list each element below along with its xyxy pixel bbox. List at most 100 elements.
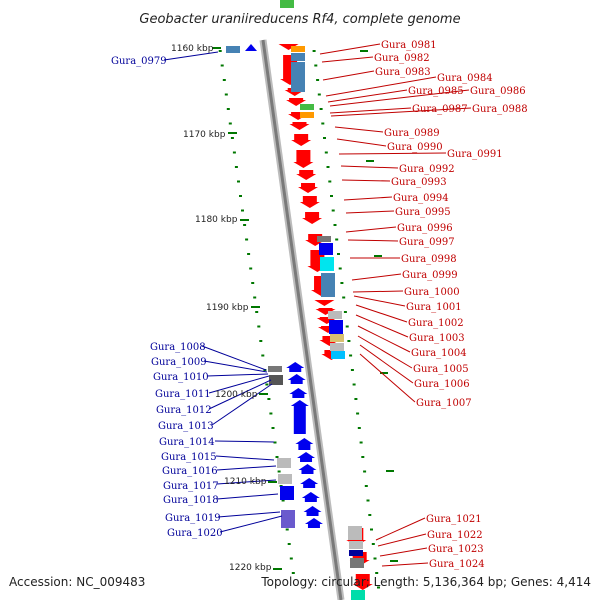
gene-block — [349, 541, 363, 549]
gene-block — [319, 243, 333, 255]
gene-label-gura-0985[interactable]: Gura_0985 — [408, 86, 464, 97]
gene-label-gura-1008[interactable]: Gura_1008 — [150, 342, 206, 353]
gene-label-gura-1007[interactable]: Gura_1007 — [416, 398, 472, 409]
gene-label-gura-1010[interactable]: Gura_1010 — [153, 372, 209, 383]
gene-label-gura-1004[interactable]: Gura_1004 — [411, 348, 467, 359]
gene-label-gura-0992[interactable]: Gura_0992 — [399, 164, 455, 175]
gene-block — [320, 257, 334, 271]
gene-label-gura-0994[interactable]: Gura_0994 — [393, 193, 449, 204]
gene-block — [317, 236, 331, 242]
gene-label-gura-1022[interactable]: Gura_1022 — [427, 530, 483, 541]
gene-label-gura-1012[interactable]: Gura_1012 — [156, 405, 212, 416]
gene-label-gura-1009[interactable]: Gura_1009 — [151, 357, 207, 368]
scale-tick-1170: 1170 kbp — [183, 130, 226, 140]
scale-dot — [321, 122, 325, 125]
gene-label-gura-1020[interactable]: Gura_1020 — [167, 528, 223, 539]
scale-dot — [317, 93, 321, 96]
right-label-leader — [359, 353, 416, 403]
gene-label-gura-0983[interactable]: Gura_0983 — [375, 67, 431, 78]
scale-tick-labels: 1160 kbp 1170 kbp 1180 kbp 1190 kbp 1200… — [171, 44, 272, 573]
gene-label-gura-1017[interactable]: Gura_1017 — [163, 481, 219, 492]
scale-tick-1200: 1200 kbp — [215, 390, 258, 400]
reverse-gene-arrow — [299, 196, 320, 208]
gene-label-gura-0989[interactable]: Gura_0989 — [384, 128, 440, 139]
right-label-leader — [341, 179, 391, 182]
scale-dot — [273, 441, 277, 444]
reverse-gene-arrow — [302, 212, 323, 224]
gene-label-gura-1018[interactable]: Gura_1018 — [163, 495, 219, 506]
scale-dot — [255, 311, 259, 313]
gene-label-gura-1003[interactable]: Gura_1003 — [409, 333, 465, 344]
gene-label-gura-1023[interactable]: Gura_1023 — [428, 544, 484, 555]
reverse-gene-arrow — [291, 134, 312, 146]
gene-label-gura-1005[interactable]: Gura_1005 — [413, 364, 469, 375]
scale-dot — [352, 383, 356, 386]
gene-label-gura-1001[interactable]: Gura_1001 — [406, 302, 462, 313]
gene-label-gura-1000[interactable]: Gura_1000 — [404, 287, 460, 298]
scale-dot — [289, 557, 293, 560]
gene-block — [278, 474, 292, 484]
gene-label-gura-1011[interactable]: Gura_1011 — [155, 389, 211, 400]
right-label-leader — [355, 304, 408, 323]
gene-label-gura-0997[interactable]: Gura_0997 — [399, 237, 455, 248]
gene-label-gura-1002[interactable]: Gura_1002 — [408, 318, 464, 329]
gene-label-gura-0995[interactable]: Gura_0995 — [395, 207, 451, 218]
scale-dot — [375, 572, 379, 574]
gene-label-gura-1013[interactable]: Gura_1013 — [158, 421, 214, 432]
gene-label-gura-0996[interactable]: Gura_0996 — [397, 223, 453, 234]
scale-dot — [354, 398, 358, 400]
gene-label-gura-1024[interactable]: Gura_1024 — [429, 559, 485, 570]
gene-label-gura-0981[interactable]: Gura_0981 — [381, 40, 437, 51]
gene-label-gura-0986[interactable]: Gura_0986 — [470, 86, 526, 97]
gene-label-gura-0987[interactable]: Gura_0987 — [412, 104, 468, 115]
gene-label-gura-0999[interactable]: Gura_0999 — [402, 270, 458, 281]
gene-label-gura-0998[interactable]: Gura_0998 — [401, 254, 457, 265]
right-label-leader — [351, 273, 402, 281]
scale-dot — [312, 50, 316, 52]
figure-title: Geobacter uraniireducens Rf4, complete g… — [139, 12, 460, 27]
right-label-leader — [325, 76, 437, 97]
label-leader-lines — [163, 43, 472, 567]
right-label-leader — [359, 344, 414, 384]
scale-dot — [237, 180, 240, 183]
scale-dot — [319, 108, 323, 110]
left-label-leader — [216, 479, 277, 485]
scale-dot — [257, 325, 261, 328]
right-label-leader — [353, 295, 406, 307]
gene-label-gura-1019[interactable]: Gura_1019 — [165, 513, 221, 524]
gene-label-gura-0979[interactable]: Gura_0979 — [111, 56, 167, 67]
scale-tick-1210: 1210 kbp — [224, 477, 267, 487]
scale-tick-mark — [390, 560, 398, 562]
gene-label-gura-1016[interactable]: Gura_1016 — [162, 466, 218, 477]
scale-dot — [241, 209, 244, 212]
scale-dot — [364, 485, 368, 487]
gene-label-gura-0991[interactable]: Gura_0991 — [447, 149, 503, 160]
left-label-leader — [216, 493, 279, 500]
gene-block — [291, 53, 305, 61]
gene-block — [291, 62, 305, 92]
forward-gene-arrow — [287, 374, 306, 384]
gene-label-gura-0993[interactable]: Gura_0993 — [391, 177, 447, 188]
gene-label-gura-0990[interactable]: Gura_0990 — [387, 142, 443, 153]
gene-label-gura-1014[interactable]: Gura_1014 — [159, 437, 215, 448]
gene-label-gura-0984[interactable]: Gura_0984 — [437, 73, 493, 84]
gene-block — [330, 343, 344, 351]
scale-tick-mark — [212, 47, 221, 49]
scale-dot — [337, 253, 340, 255]
gene-label-gura-1021[interactable]: Gura_1021 — [426, 514, 482, 525]
forward-gene-arrow — [298, 464, 317, 474]
scale-dot — [345, 325, 349, 328]
scale-dot — [371, 543, 375, 545]
right-gene-labels: Gura_0981 Gura_0982 Gura_0983 Gura_0984 … — [374, 40, 528, 570]
gene-label-gura-0988[interactable]: Gura_0988 — [472, 104, 528, 115]
scale-dot — [333, 224, 337, 226]
gene-label-gura-0982[interactable]: Gura_0982 — [374, 53, 430, 64]
scale-dot — [373, 557, 377, 560]
scale-dot — [261, 354, 265, 357]
right-label-leader — [355, 314, 409, 338]
gene-label-gura-1015[interactable]: Gura_1015 — [161, 452, 217, 463]
gene-label-gura-1006[interactable]: Gura_1006 — [414, 379, 470, 390]
gene-block — [300, 104, 314, 110]
scale-dot — [361, 456, 365, 458]
